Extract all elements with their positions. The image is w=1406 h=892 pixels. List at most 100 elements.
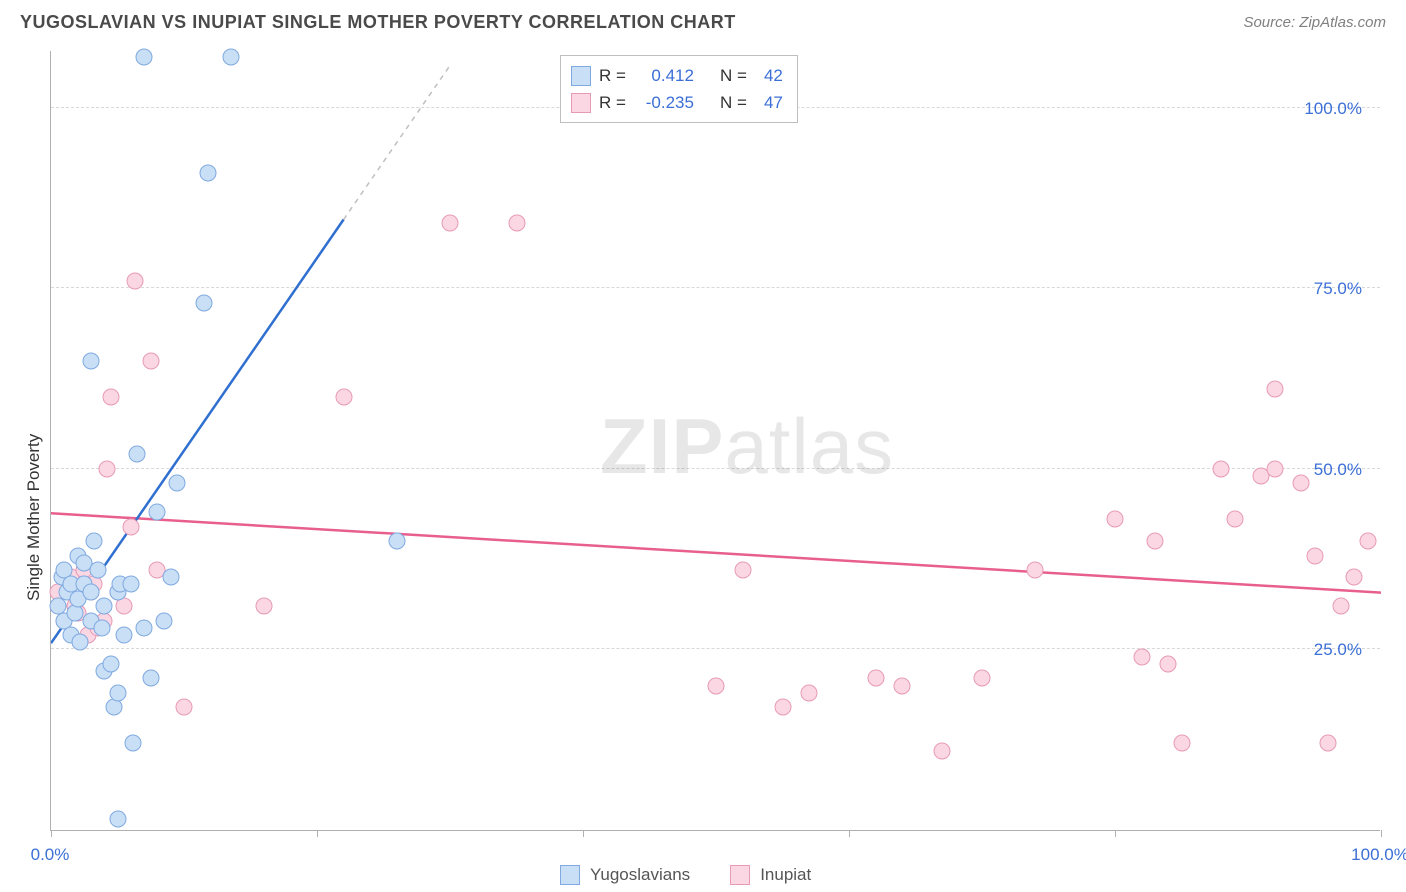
- point-yugoslavian: [66, 605, 83, 622]
- r-value-a: 0.412: [634, 62, 694, 89]
- point-inupiat: [934, 742, 951, 759]
- stats-row-b: R = -0.235 N = 47: [571, 89, 783, 116]
- point-yugoslavian: [169, 475, 186, 492]
- n-label-b: N =: [720, 89, 747, 116]
- point-inupiat: [734, 562, 751, 579]
- point-inupiat: [1027, 562, 1044, 579]
- point-yugoslavian: [82, 583, 99, 600]
- legend-label-a: Yugoslavians: [590, 865, 690, 885]
- legend-label-b: Inupiat: [760, 865, 811, 885]
- point-inupiat: [801, 684, 818, 701]
- x-tick: [583, 830, 584, 837]
- point-yugoslavian: [116, 627, 133, 644]
- point-inupiat: [1146, 533, 1163, 550]
- point-inupiat: [1173, 735, 1190, 752]
- point-inupiat: [1107, 511, 1124, 528]
- point-yugoslavian: [222, 49, 239, 66]
- chart-area: Single Mother Poverty ZIPatlas R = 0.412…: [0, 41, 1406, 871]
- stats-legend: R = 0.412 N = 42 R = -0.235 N = 47: [560, 55, 798, 123]
- x-tick: [317, 830, 318, 837]
- swatch-b-icon: [571, 93, 591, 113]
- point-inupiat: [974, 670, 991, 687]
- point-yugoslavian: [109, 811, 126, 828]
- point-inupiat: [1266, 381, 1283, 398]
- stats-row-a: R = 0.412 N = 42: [571, 62, 783, 89]
- point-yugoslavian: [82, 352, 99, 369]
- point-yugoslavian: [93, 619, 110, 636]
- point-inupiat: [102, 388, 119, 405]
- point-inupiat: [335, 388, 352, 405]
- point-inupiat: [122, 518, 139, 535]
- point-yugoslavian: [102, 655, 119, 672]
- point-inupiat: [116, 598, 133, 615]
- point-inupiat: [708, 677, 725, 694]
- point-yugoslavian: [136, 49, 153, 66]
- n-label-a: N =: [720, 62, 747, 89]
- point-inupiat: [1160, 655, 1177, 672]
- r-label-a: R =: [599, 62, 626, 89]
- point-yugoslavian: [149, 504, 166, 521]
- n-value-b: 47: [755, 89, 783, 116]
- chart-header: YUGOSLAVIAN VS INUPIAT SINGLE MOTHER POV…: [0, 0, 1406, 41]
- n-value-a: 42: [755, 62, 783, 89]
- point-yugoslavian: [96, 598, 113, 615]
- x-tick-label-min: 0.0%: [31, 845, 70, 865]
- point-yugoslavian: [136, 619, 153, 636]
- point-yugoslavian: [109, 684, 126, 701]
- point-yugoslavian: [195, 294, 212, 311]
- y-tick-label: 25.0%: [1314, 640, 1362, 660]
- point-inupiat: [442, 215, 459, 232]
- swatch-a-icon: [571, 66, 591, 86]
- point-yugoslavian: [125, 735, 142, 752]
- point-inupiat: [176, 699, 193, 716]
- point-yugoslavian: [105, 699, 122, 716]
- legend-swatch-a-icon: [560, 865, 580, 885]
- point-inupiat: [894, 677, 911, 694]
- watermark-rest: atlas: [724, 402, 894, 490]
- point-yugoslavian: [156, 612, 173, 629]
- point-yugoslavian: [162, 569, 179, 586]
- point-inupiat: [774, 699, 791, 716]
- point-inupiat: [1333, 598, 1350, 615]
- point-yugoslavian: [85, 533, 102, 550]
- watermark: ZIPatlas: [600, 401, 894, 492]
- y-tick-label: 50.0%: [1314, 460, 1362, 480]
- x-tick-label-max: 100.0%: [1351, 845, 1406, 865]
- y-axis-title: Single Mother Poverty: [24, 434, 44, 601]
- point-inupiat: [1213, 460, 1230, 477]
- point-inupiat: [1293, 475, 1310, 492]
- legend-swatch-b-icon: [730, 865, 750, 885]
- x-tick: [849, 830, 850, 837]
- x-tick: [1381, 830, 1382, 837]
- series-legend: Yugoslavians Inupiat: [560, 865, 811, 885]
- y-tick-label: 100.0%: [1304, 99, 1362, 119]
- point-inupiat: [1133, 648, 1150, 665]
- point-inupiat: [255, 598, 272, 615]
- r-value-b: -0.235: [634, 89, 694, 116]
- point-yugoslavian: [122, 576, 139, 593]
- point-inupiat: [508, 215, 525, 232]
- point-inupiat: [142, 352, 159, 369]
- point-yugoslavian: [72, 634, 89, 651]
- y-tick-label: 75.0%: [1314, 279, 1362, 299]
- point-inupiat: [126, 273, 143, 290]
- x-tick: [51, 830, 52, 837]
- point-yugoslavian: [129, 446, 146, 463]
- point-inupiat: [1346, 569, 1363, 586]
- point-inupiat: [98, 460, 115, 477]
- point-inupiat: [1226, 511, 1243, 528]
- point-yugoslavian: [199, 164, 216, 181]
- chart-source: Source: ZipAtlas.com: [1243, 14, 1386, 31]
- point-yugoslavian: [142, 670, 159, 687]
- chart-title: YUGOSLAVIAN VS INUPIAT SINGLE MOTHER POV…: [20, 12, 736, 33]
- watermark-bold: ZIP: [600, 402, 724, 490]
- point-inupiat: [1266, 460, 1283, 477]
- point-inupiat: [867, 670, 884, 687]
- point-yugoslavian: [89, 562, 106, 579]
- r-label-b: R =: [599, 89, 626, 116]
- x-tick: [1115, 830, 1116, 837]
- point-yugoslavian: [388, 533, 405, 550]
- point-inupiat: [1359, 533, 1376, 550]
- point-inupiat: [1306, 547, 1323, 564]
- point-inupiat: [1319, 735, 1336, 752]
